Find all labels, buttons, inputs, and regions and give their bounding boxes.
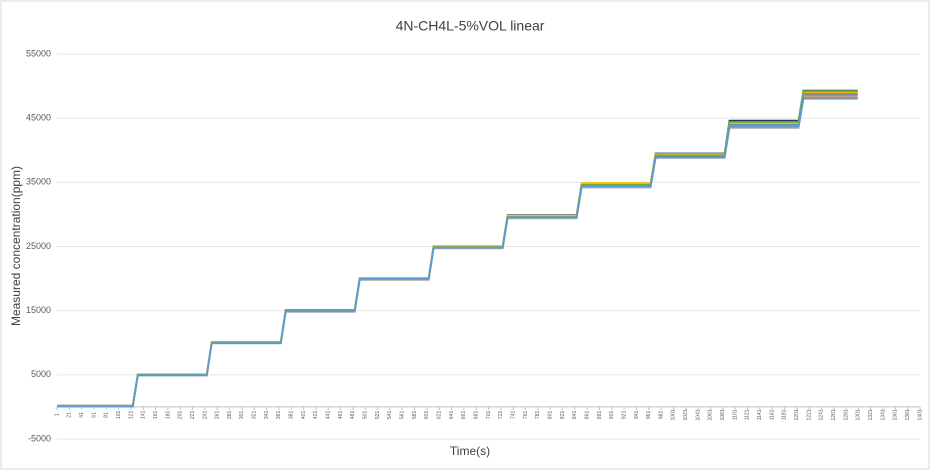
x-tick-label: 501: [363, 411, 369, 420]
x-tick-label: 321: [252, 411, 258, 420]
x-tick-label: 1221: [806, 409, 812, 420]
x-tick-label: 1401: [917, 409, 923, 420]
x-tick-label: 1001: [671, 409, 677, 420]
x-tick-label: 1181: [782, 409, 788, 420]
x-tick-label: 541: [387, 411, 393, 420]
x-tick-label: 901: [609, 411, 615, 420]
x-tick-label: 201: [178, 411, 184, 420]
x-tick-label: 681: [473, 411, 479, 420]
x-tick-label: 1081: [720, 409, 726, 420]
x-tick-label: 361: [276, 411, 282, 420]
x-tick-label: 701: [486, 411, 492, 420]
x-tick-label: 101: [116, 411, 122, 420]
x-tick-label: 721: [498, 411, 504, 420]
x-tick-label: 641: [449, 411, 455, 420]
x-tick-label: 61: [91, 412, 97, 418]
x-tick-label: 1301: [856, 409, 862, 420]
x-tick-label: 921: [621, 411, 627, 420]
x-tick-label: 241: [202, 411, 208, 420]
x-tick-label: 421: [313, 411, 319, 420]
x-tick-label: 1261: [831, 409, 837, 420]
y-tick-label: 15000: [26, 305, 51, 315]
y-tick-label: 25000: [26, 241, 51, 251]
x-tick-label: 521: [375, 411, 381, 420]
x-tick-label: 1381: [905, 409, 911, 420]
x-tick-label: 401: [301, 411, 307, 420]
x-tick-label: 1041: [695, 409, 701, 420]
x-tick-label: 161: [153, 411, 159, 420]
x-tick-label: 1281: [843, 409, 849, 420]
x-tick-label: 1101: [732, 409, 738, 420]
x-tick-label: 1161: [769, 409, 775, 420]
x-tick-label: 821: [560, 411, 566, 420]
x-tick-label: 121: [128, 411, 134, 420]
x-tick-label: 461: [338, 411, 344, 420]
series-line: [57, 96, 858, 408]
x-tick-label: 881: [597, 411, 603, 420]
x-tick-label: 1061: [708, 409, 714, 420]
x-tick-label: 601: [424, 411, 430, 420]
x-tick-label: 661: [461, 411, 467, 420]
x-tick-label: 441: [326, 411, 332, 420]
x-tick-label: 961: [646, 411, 652, 420]
x-tick-label: 1341: [880, 409, 886, 420]
x-tick-label: 741: [510, 411, 516, 420]
y-tick-label: 5000: [31, 369, 51, 379]
y-tick-label: -5000: [28, 433, 51, 443]
chart-title: 4N-CH4L-5%VOL linear: [396, 18, 545, 34]
x-tick-label: 781: [535, 411, 541, 420]
x-tick-label: 21: [67, 412, 73, 418]
y-tick-label: 35000: [26, 177, 51, 187]
x-tick-label: 221: [190, 411, 196, 420]
x-tick-label: 1141: [757, 409, 763, 420]
x-tick-label: 341: [264, 411, 270, 420]
x-tick-label: 1121: [745, 409, 751, 420]
x-tick-label: 841: [572, 411, 578, 420]
x-tick-label: 941: [634, 411, 640, 420]
x-tick-label: 1241: [819, 409, 825, 420]
x-tick-label: 281: [227, 411, 233, 420]
x-tick-label: 861: [584, 411, 590, 420]
x-tick-label: 381: [289, 411, 295, 420]
x-tick-label: 561: [400, 411, 406, 420]
x-tick-label: 301: [239, 411, 245, 420]
x-tick-label: 1201: [794, 409, 800, 420]
y-axis-title: Measured concentration(ppm): [9, 166, 23, 326]
x-tick-label: 1361: [893, 409, 899, 420]
x-tick-label: 761: [523, 411, 529, 420]
x-tick-label: 181: [165, 411, 171, 420]
y-tick-label: 55000: [26, 48, 51, 58]
x-tick-label: 1: [54, 413, 60, 416]
x-tick-label: 981: [658, 411, 664, 420]
y-tick-label: 45000: [26, 113, 51, 123]
x-tick-label: 261: [215, 411, 221, 420]
x-axis-title: Time(s): [450, 444, 490, 458]
x-tick-label: 801: [547, 411, 553, 420]
x-tick-label: 581: [412, 411, 418, 420]
x-tick-label: 41: [79, 412, 85, 418]
x-tick-label: 1021: [683, 409, 689, 420]
x-tick-label: 81: [104, 412, 110, 418]
x-tick-label: 141: [141, 411, 147, 420]
x-tick-label: 621: [437, 411, 443, 420]
x-tick-label: 481: [350, 411, 356, 420]
x-tick-label: 1321: [868, 409, 874, 420]
